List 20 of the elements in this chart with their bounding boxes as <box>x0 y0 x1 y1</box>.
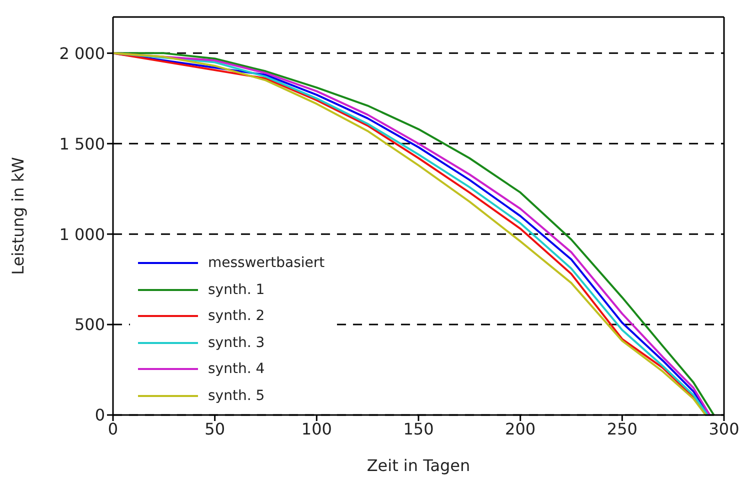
legend-label: synth. 2 <box>208 308 265 324</box>
legend-label: synth. 1 <box>208 282 265 298</box>
legend-label: synth. 4 <box>208 361 265 378</box>
legend-label: messwertbasiert <box>208 255 325 272</box>
x-tick-label: 250 <box>606 419 638 438</box>
x-tick-label: 50 <box>204 419 226 438</box>
x-tick-label: 100 <box>301 419 332 438</box>
y-tick-label: 1 000 <box>59 224 105 244</box>
y-tick-label: 0 <box>94 406 105 425</box>
y-tick-label: 2 000 <box>59 44 105 63</box>
y-tick-label: 500 <box>74 315 105 334</box>
x-tick-label: 0 <box>108 419 118 438</box>
x-tick-label: 150 <box>403 419 434 438</box>
y-tick-label: 1 500 <box>59 134 105 154</box>
x-tick-label: 300 <box>708 419 740 438</box>
y-axis-title: Leistung in kW <box>8 156 28 275</box>
legend-label: synth. 3 <box>208 334 265 351</box>
legend-label: synth. 5 <box>208 388 265 404</box>
x-axis-title: Zeit in Tagen <box>366 456 470 475</box>
x-tick-label: 200 <box>505 419 536 438</box>
